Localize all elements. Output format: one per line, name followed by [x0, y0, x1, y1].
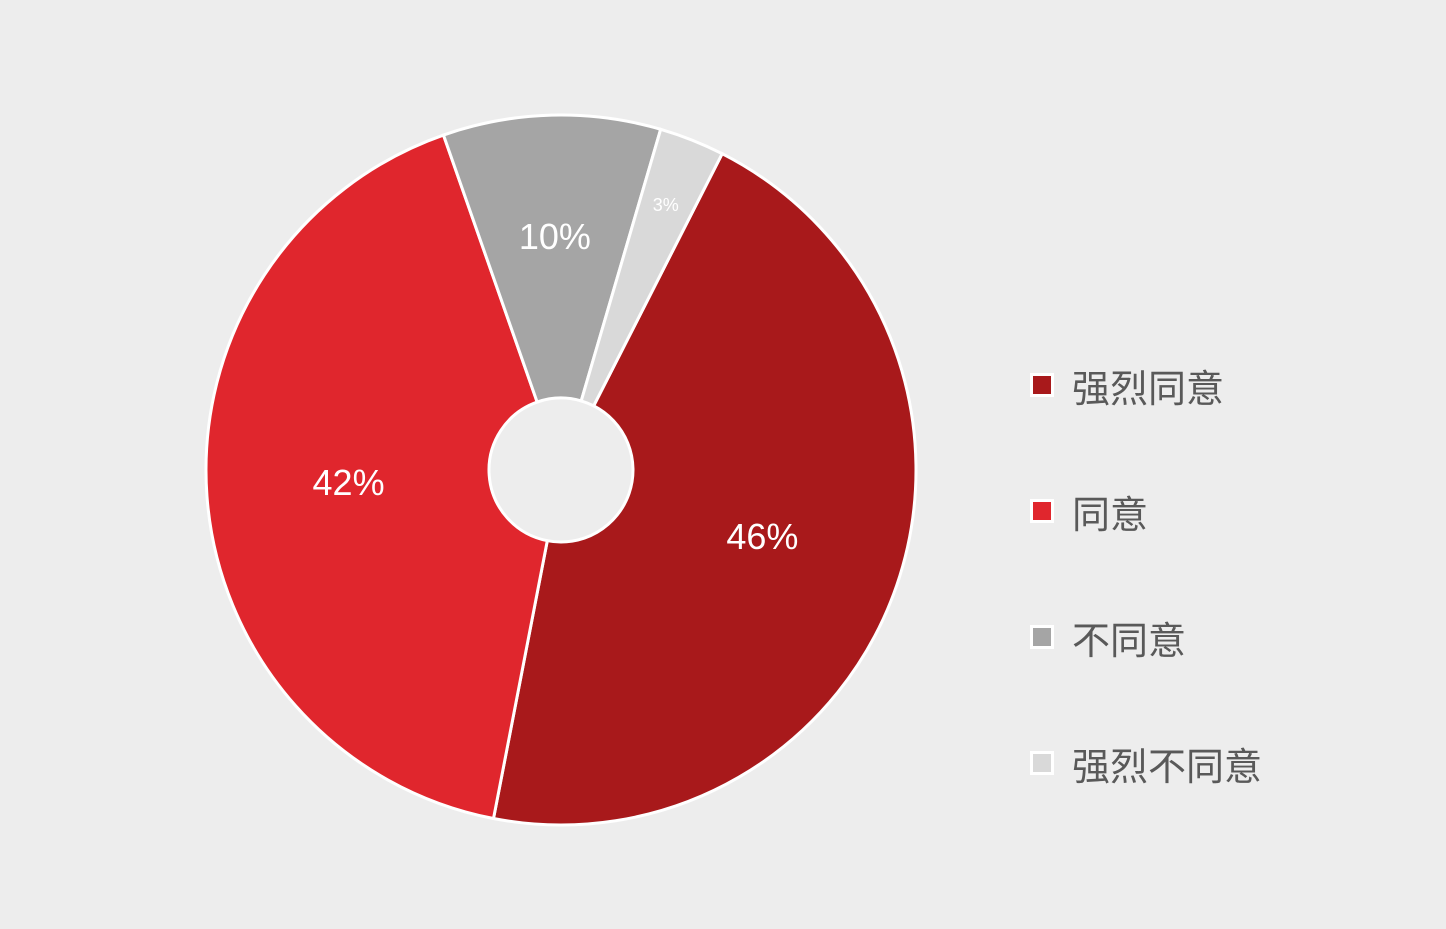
legend-label: 同意	[1072, 492, 1149, 537]
legend-item-agree: 同意	[1030, 448, 1262, 574]
legend-swatch	[1030, 373, 1054, 397]
legend-label: 强烈同意	[1072, 366, 1225, 411]
legend-item-strongly-agree: 强烈同意	[1030, 322, 1262, 448]
legend-swatch	[1030, 625, 1054, 649]
legend: 强烈同意 同意 不同意 强烈不同意	[1030, 360, 1262, 864]
slice-disagree	[441, 113, 663, 404]
slice-agree	[204, 133, 550, 821]
legend-swatch	[1030, 751, 1054, 775]
data-label-disagree: 10%	[519, 216, 591, 257]
slice-strongly-disagree	[579, 127, 725, 408]
data-label-strongly-disagree: 3%	[653, 195, 679, 215]
data-label-agree: 42%	[313, 462, 385, 503]
data-label-strongly-agree: 46%	[726, 516, 798, 557]
legend-swatch	[1030, 499, 1054, 523]
legend-item-disagree: 不同意	[1030, 574, 1262, 700]
slice-strongly-agree	[491, 151, 918, 827]
legend-item-strongly-disagree: 强烈不同意	[1030, 700, 1262, 826]
legend-label: 不同意	[1072, 618, 1187, 663]
legend-label: 强烈不同意	[1072, 744, 1263, 789]
